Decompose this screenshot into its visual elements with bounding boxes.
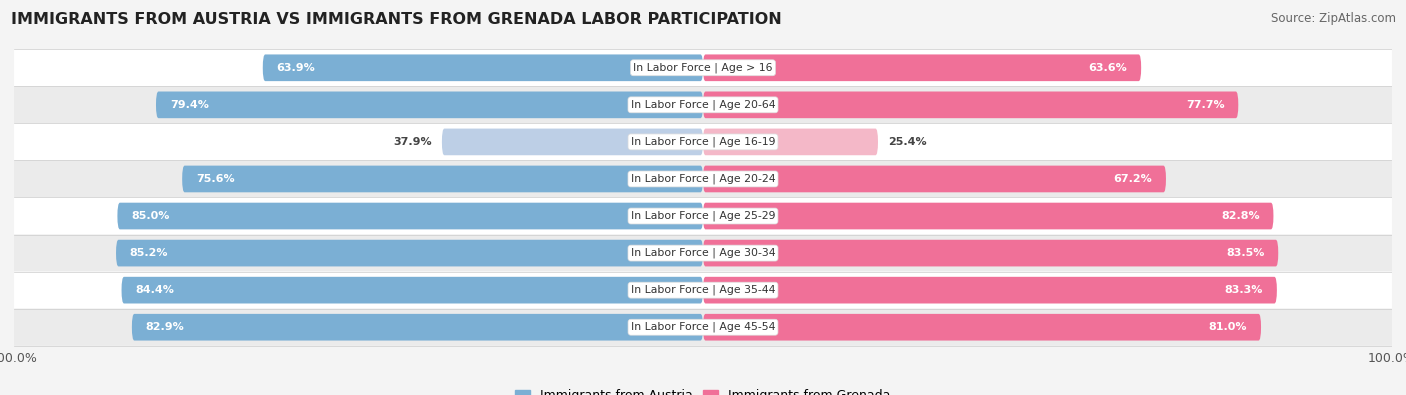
Text: In Labor Force | Age 25-29: In Labor Force | Age 25-29 <box>631 211 775 221</box>
Text: 81.0%: 81.0% <box>1209 322 1247 332</box>
Text: In Labor Force | Age 45-54: In Labor Force | Age 45-54 <box>631 322 775 333</box>
Text: 79.4%: 79.4% <box>170 100 208 110</box>
FancyBboxPatch shape <box>14 198 1392 235</box>
FancyBboxPatch shape <box>121 277 703 303</box>
FancyBboxPatch shape <box>703 55 1142 81</box>
Text: 25.4%: 25.4% <box>889 137 927 147</box>
Text: 83.5%: 83.5% <box>1226 248 1264 258</box>
FancyBboxPatch shape <box>132 314 703 340</box>
Text: 85.0%: 85.0% <box>131 211 170 221</box>
FancyBboxPatch shape <box>14 49 1392 87</box>
FancyBboxPatch shape <box>14 235 1392 272</box>
FancyBboxPatch shape <box>703 240 1278 267</box>
FancyBboxPatch shape <box>14 87 1392 123</box>
Text: In Labor Force | Age > 16: In Labor Force | Age > 16 <box>633 62 773 73</box>
FancyBboxPatch shape <box>117 203 703 229</box>
FancyBboxPatch shape <box>14 308 1392 346</box>
FancyBboxPatch shape <box>183 166 703 192</box>
Text: Source: ZipAtlas.com: Source: ZipAtlas.com <box>1271 12 1396 25</box>
Text: In Labor Force | Age 16-19: In Labor Force | Age 16-19 <box>631 137 775 147</box>
FancyBboxPatch shape <box>14 272 1392 308</box>
FancyBboxPatch shape <box>117 240 703 267</box>
Text: In Labor Force | Age 35-44: In Labor Force | Age 35-44 <box>631 285 775 295</box>
FancyBboxPatch shape <box>14 123 1392 160</box>
FancyBboxPatch shape <box>703 277 1277 303</box>
Text: In Labor Force | Age 30-34: In Labor Force | Age 30-34 <box>631 248 775 258</box>
Text: 82.9%: 82.9% <box>146 322 184 332</box>
FancyBboxPatch shape <box>703 203 1274 229</box>
Text: 75.6%: 75.6% <box>195 174 235 184</box>
FancyBboxPatch shape <box>703 128 877 155</box>
Text: 83.3%: 83.3% <box>1225 285 1263 295</box>
FancyBboxPatch shape <box>441 128 703 155</box>
Text: 85.2%: 85.2% <box>129 248 169 258</box>
FancyBboxPatch shape <box>703 314 1261 340</box>
Text: 37.9%: 37.9% <box>392 137 432 147</box>
FancyBboxPatch shape <box>263 55 703 81</box>
Legend: Immigrants from Austria, Immigrants from Grenada: Immigrants from Austria, Immigrants from… <box>510 384 896 395</box>
Text: In Labor Force | Age 20-24: In Labor Force | Age 20-24 <box>631 174 775 184</box>
Text: In Labor Force | Age 20-64: In Labor Force | Age 20-64 <box>631 100 775 110</box>
FancyBboxPatch shape <box>156 92 703 118</box>
Text: 77.7%: 77.7% <box>1185 100 1225 110</box>
Text: 63.9%: 63.9% <box>277 63 315 73</box>
FancyBboxPatch shape <box>14 160 1392 198</box>
FancyBboxPatch shape <box>703 166 1166 192</box>
Text: 84.4%: 84.4% <box>135 285 174 295</box>
Text: 67.2%: 67.2% <box>1114 174 1152 184</box>
FancyBboxPatch shape <box>703 92 1239 118</box>
Text: 82.8%: 82.8% <box>1220 211 1260 221</box>
Text: 63.6%: 63.6% <box>1088 63 1128 73</box>
Text: IMMIGRANTS FROM AUSTRIA VS IMMIGRANTS FROM GRENADA LABOR PARTICIPATION: IMMIGRANTS FROM AUSTRIA VS IMMIGRANTS FR… <box>11 12 782 27</box>
